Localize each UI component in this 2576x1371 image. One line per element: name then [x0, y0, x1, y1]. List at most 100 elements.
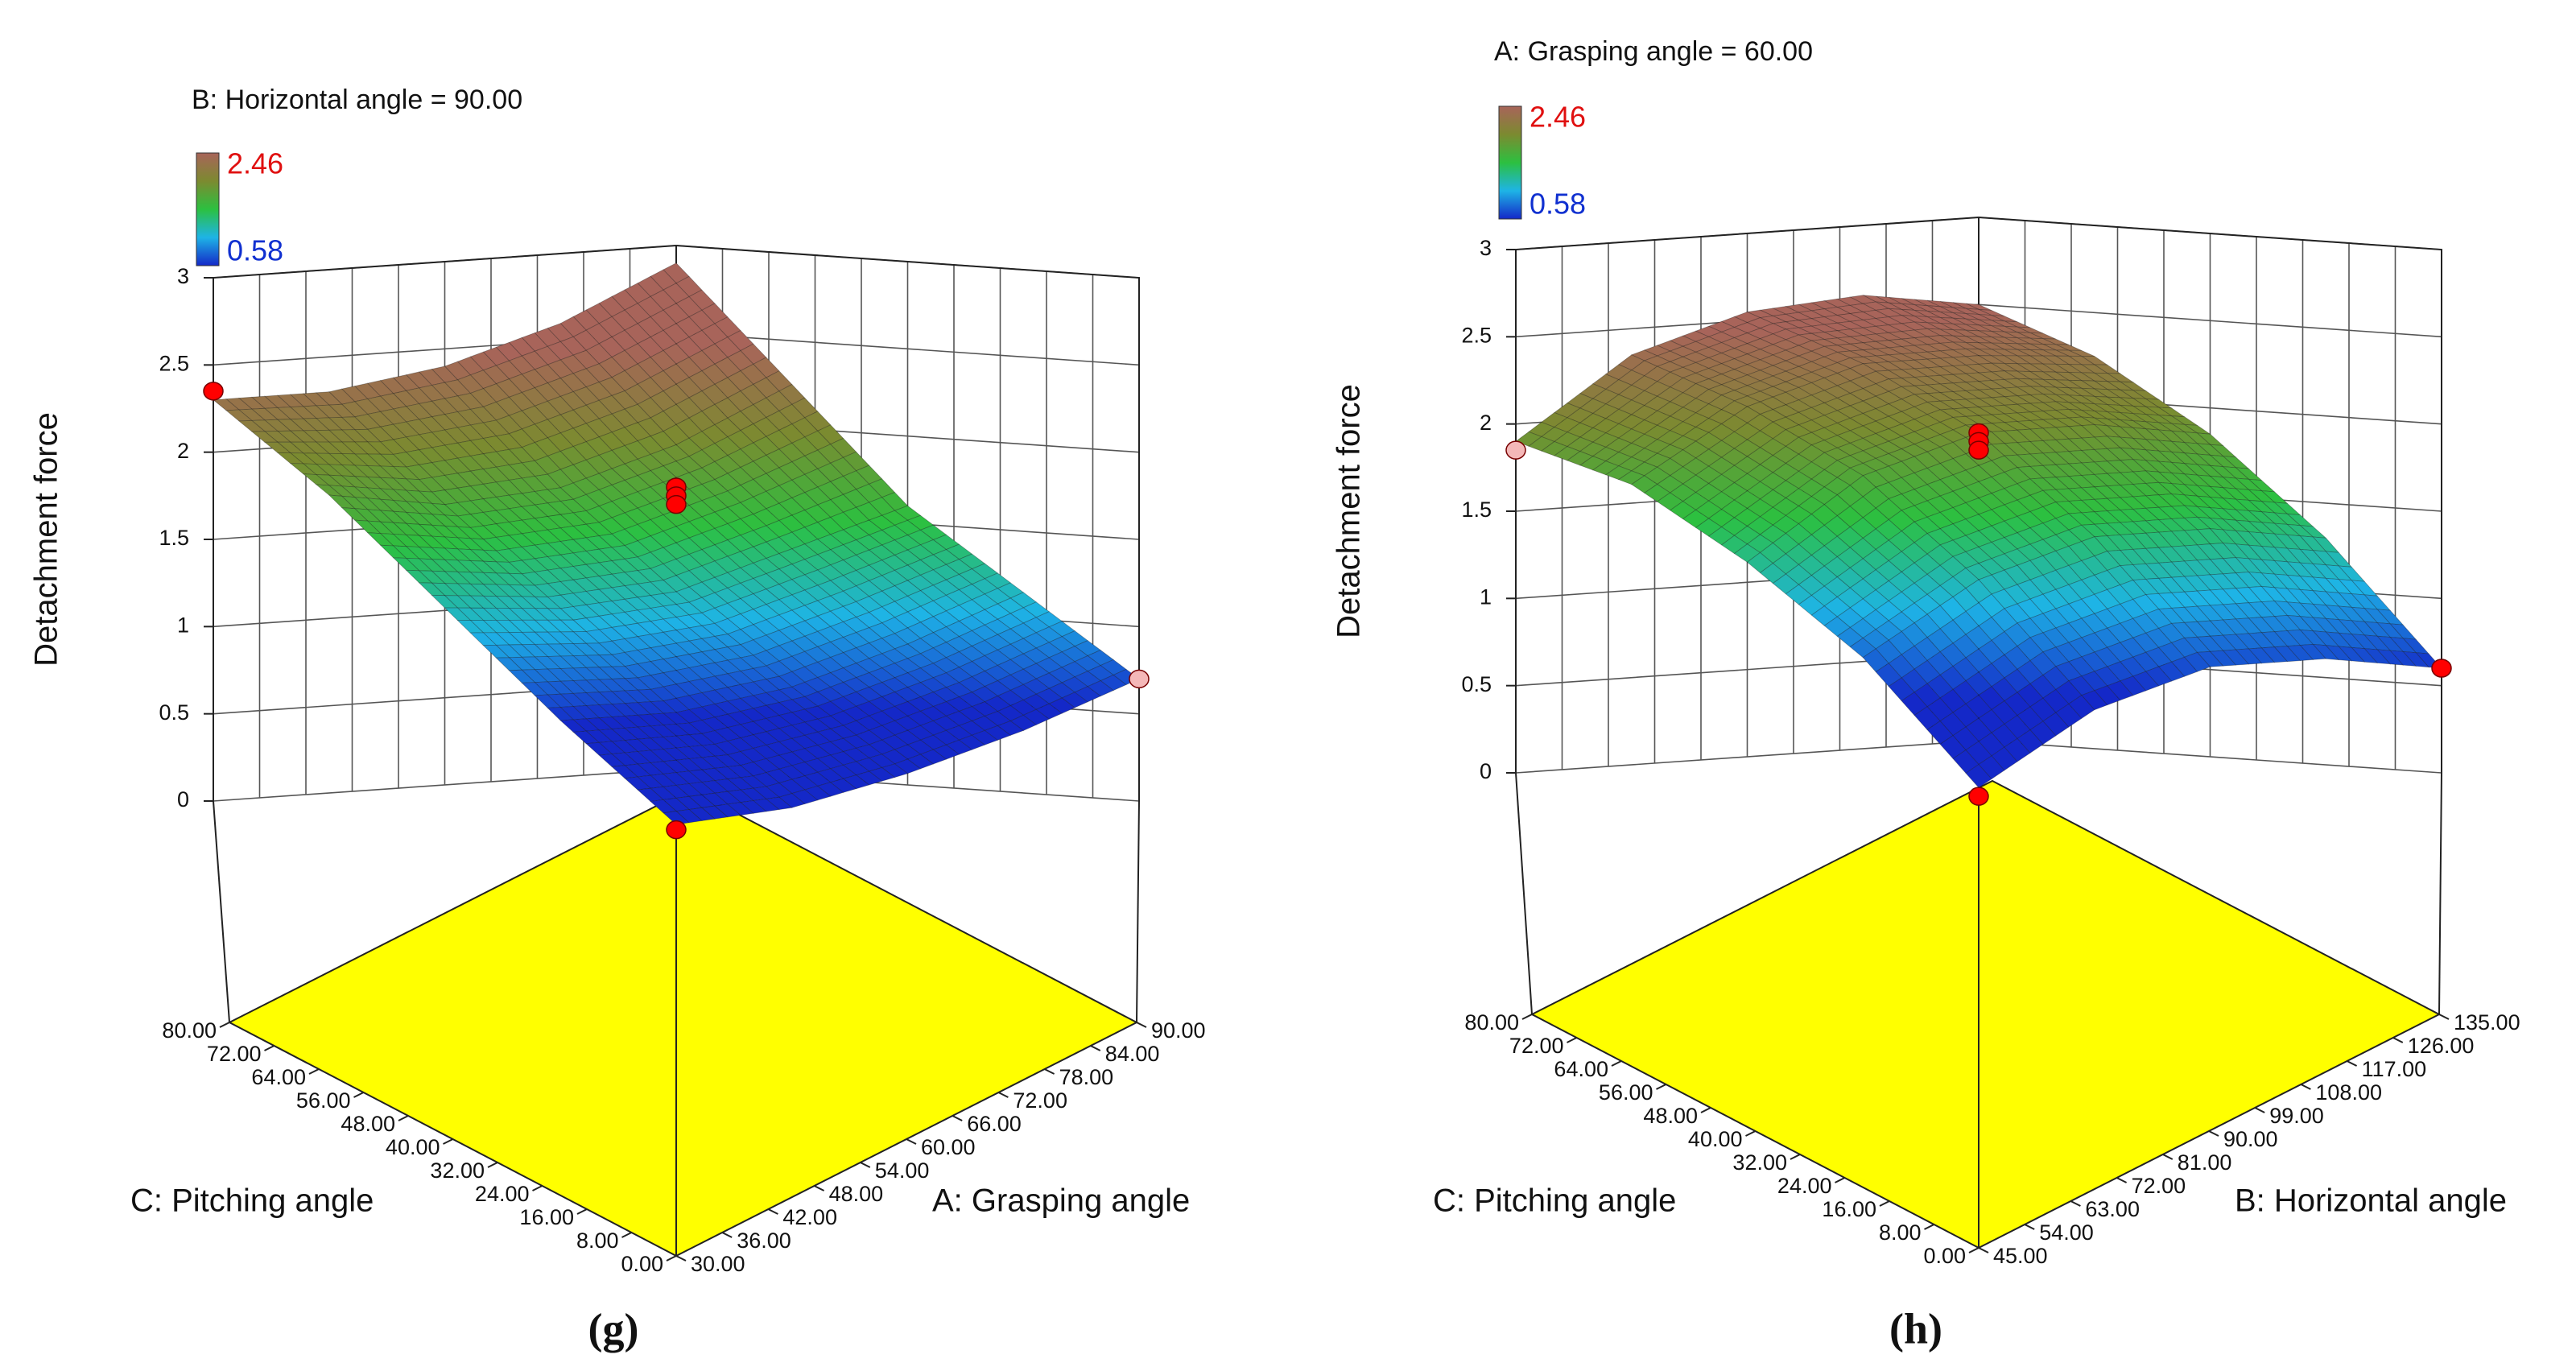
- surface-patch: [919, 749, 947, 765]
- surface-patch: [971, 578, 999, 595]
- box-edge: [2438, 772, 2442, 1015]
- surface-patch: [906, 739, 935, 755]
- surface-patch: [2312, 563, 2340, 580]
- surface-patch: [482, 549, 510, 563]
- surface-patch: [508, 631, 536, 646]
- x-tick-label: 54.00: [2039, 1220, 2094, 1245]
- surface-patch: [521, 518, 549, 532]
- surface-patch: [1810, 332, 1839, 340]
- surface-patch: [881, 749, 909, 765]
- surface-patch: [932, 579, 960, 596]
- surface-patch: [276, 430, 304, 443]
- y-tick-mark: [308, 1068, 320, 1075]
- surface-patch: [572, 631, 601, 644]
- surface-patch: [353, 465, 382, 478]
- surface-patch: [932, 744, 960, 760]
- surface-patch: [379, 423, 407, 440]
- surface-patch: [1061, 661, 1088, 678]
- surface-patch: [637, 568, 664, 583]
- y-tick-label: 8.00: [576, 1229, 619, 1253]
- x-tick-label: 42.00: [782, 1205, 837, 1229]
- y-tick-mark: [1567, 1037, 1577, 1043]
- surface-patch: [2325, 645, 2353, 662]
- surface-patch: [906, 605, 935, 623]
- surface-patch: [2222, 543, 2250, 560]
- surface-patch: [2222, 634, 2250, 650]
- y-tick-mark: [1790, 1154, 1801, 1160]
- y-tick-mark: [1835, 1177, 1845, 1183]
- surface-patch: [585, 588, 613, 604]
- surface-patch: [868, 514, 896, 531]
- surface-patch: [829, 778, 857, 793]
- y-tick-label: 48.00: [1643, 1104, 1698, 1128]
- surface-patch: [984, 696, 1012, 712]
- surface-patch: [598, 573, 626, 588]
- surface-patch: [984, 588, 1012, 605]
- surface-patch: [482, 619, 510, 634]
- surface-patch: [1861, 325, 1890, 335]
- colorbar: [1498, 105, 1522, 220]
- surface-patch: [1087, 665, 1114, 682]
- surface-patch: [1009, 622, 1037, 639]
- surface-patch: [894, 658, 922, 674]
- surface-patch: [2183, 590, 2211, 607]
- box-edge: [1136, 800, 1140, 1023]
- surface-patch: [1579, 413, 1607, 428]
- surface-patch: [855, 729, 883, 745]
- x-tick-mark: [721, 1232, 733, 1238]
- x-tick-mark: [2438, 1014, 2450, 1020]
- surface-patch: [906, 529, 935, 546]
- surface-patch: [778, 793, 806, 808]
- x-tick-label: 63.00: [2085, 1197, 2140, 1221]
- y-tick-label: 8.00: [1879, 1220, 1922, 1245]
- surface-patch: [559, 539, 588, 554]
- surface-patch: [932, 594, 960, 612]
- surface-patch: [997, 659, 1025, 675]
- surface-patch: [2325, 551, 2353, 568]
- surface-patch: [276, 452, 304, 465]
- surface-patch: [919, 524, 947, 540]
- x-tick-label: 135.00: [2454, 1010, 2520, 1034]
- x-tick-mark: [906, 1138, 917, 1145]
- surface-patch: [1074, 686, 1101, 703]
- surface-patch: [559, 579, 588, 594]
- surface-patch: [1990, 404, 2019, 415]
- surface-patch: [624, 583, 652, 598]
- surface-patch: [688, 664, 716, 679]
- surface-patch: [1965, 764, 1992, 788]
- surface-patch: [945, 739, 973, 755]
- surface-patch: [1541, 412, 1568, 428]
- surface-patch: [495, 561, 523, 575]
- surface-patch: [392, 466, 420, 481]
- surface-patch: [842, 705, 870, 721]
- design-point: [203, 382, 224, 401]
- x-axis-label: A: Grasping angle: [932, 1183, 1190, 1219]
- surface-patch: [727, 467, 754, 486]
- surface-patch: [945, 589, 973, 606]
- surface-patch: [868, 739, 896, 755]
- surface-patch: [2273, 522, 2301, 537]
- surface-patch: [1528, 436, 1555, 452]
- surface-patch: [2094, 685, 2121, 706]
- surface-patch: [868, 725, 896, 741]
- surface-patch: [997, 721, 1025, 736]
- surface-patch: [816, 517, 844, 535]
- y-tick-mark: [487, 1162, 498, 1168]
- surface-patch: [894, 701, 922, 716]
- colorbar-max-label: 2.46: [1530, 101, 1586, 134]
- x-tick-label: 117.00: [2362, 1057, 2427, 1081]
- surface-patch: [842, 647, 870, 664]
- surface-patch: [855, 770, 883, 786]
- chart-title: B: Horizontal angle = 90.00: [192, 85, 522, 115]
- chart-title: A: Grasping angle = 60.00: [1494, 36, 1813, 67]
- surface-patch: [1087, 650, 1114, 667]
- z-tick-label: 2.5: [1461, 323, 1492, 347]
- surface-patch: [431, 594, 459, 609]
- surface-patch: [868, 710, 896, 726]
- surface-patch: [778, 461, 806, 481]
- z-tick-label: 3: [177, 264, 189, 288]
- surface-patch: [611, 765, 639, 779]
- surface-patch: [906, 560, 935, 576]
- y-tick-label: 32.00: [1732, 1150, 1787, 1175]
- surface-patch: [2183, 484, 2211, 498]
